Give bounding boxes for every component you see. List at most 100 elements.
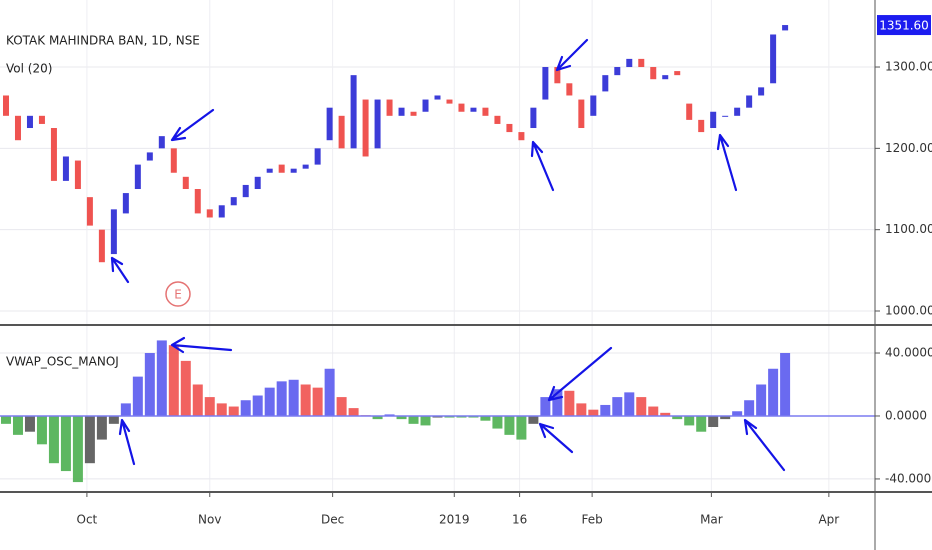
candle-body — [686, 103, 693, 120]
candle-body — [14, 115, 21, 141]
osc-bar — [576, 403, 587, 416]
annotations — [110, 38, 786, 472]
price-label: 1351.60 — [879, 19, 929, 33]
osc-bar — [720, 415, 731, 420]
y-tick-label: 1000.00 — [885, 304, 932, 318]
osc-bar — [432, 415, 443, 418]
osc-bar — [72, 415, 83, 483]
osc-bar — [372, 415, 383, 420]
osc-bar — [420, 415, 431, 426]
y-tick-label: 40.0000 — [885, 346, 932, 360]
candle-body — [506, 123, 513, 133]
candle-body — [746, 95, 753, 108]
osc-bar — [528, 415, 539, 424]
candle-body — [290, 168, 297, 173]
osc-bar — [708, 415, 719, 427]
candle-body — [386, 99, 393, 116]
osc-bar — [660, 412, 671, 416]
candle-body — [2, 95, 9, 116]
osc-bar — [300, 384, 311, 416]
candle-body — [482, 107, 489, 116]
osc-bar — [588, 409, 599, 416]
candle-body — [194, 189, 201, 214]
earnings-marker[interactable]: E — [165, 281, 191, 307]
arrow — [538, 422, 574, 454]
candle-body — [338, 115, 345, 149]
osc-bar — [276, 381, 287, 416]
candle-body — [242, 184, 249, 198]
candle-body — [638, 58, 645, 68]
candle-body — [146, 152, 153, 161]
x-tick-label: Dec — [321, 513, 344, 527]
arrow — [530, 140, 555, 192]
osc-bar — [120, 403, 131, 416]
arrow — [118, 418, 136, 466]
osc-bar — [456, 415, 467, 418]
osc-bar — [84, 415, 95, 464]
x-tick-label: Mar — [700, 513, 723, 527]
candle-body — [398, 107, 405, 116]
y-tick-label: 1200.00 — [885, 141, 932, 155]
osc-bar — [336, 397, 347, 416]
candle-body — [650, 67, 657, 80]
osc-bar — [24, 415, 35, 432]
candle-body — [26, 115, 33, 129]
x-tick-label: 2019 — [439, 513, 470, 527]
candle-body — [542, 67, 549, 100]
candle-body — [710, 111, 717, 129]
y-tick-label: 1100.00 — [885, 222, 932, 236]
candle-body — [110, 209, 117, 255]
y-tick-label: -40.0000 — [885, 471, 932, 485]
candle-body — [98, 229, 105, 263]
chart-title: KOTAK MAHINDRA BAN, 1D, NSE — [6, 34, 200, 48]
candle-body — [566, 83, 573, 96]
candle-body — [278, 164, 285, 173]
candle-body — [374, 99, 381, 149]
candle-body — [122, 193, 129, 214]
earnings-text: E — [174, 288, 182, 302]
arrow — [716, 133, 738, 192]
osc-bar — [132, 376, 143, 416]
x-tick-label: Apr — [818, 513, 839, 527]
candle-body — [662, 75, 669, 80]
candle-body — [254, 176, 261, 190]
osc-bar — [768, 368, 779, 416]
osc-bar — [156, 340, 167, 416]
x-tick-label: Feb — [581, 513, 602, 527]
arrow — [170, 108, 215, 142]
osc-bar — [192, 384, 203, 416]
osc-bar — [696, 415, 707, 432]
candle-body — [50, 128, 57, 181]
candle-body — [230, 197, 237, 206]
osc-bar — [552, 389, 563, 416]
x-tick-label: Oct — [77, 513, 98, 527]
osc-bar — [756, 384, 767, 416]
osc-bar — [48, 415, 59, 464]
osc-bar — [732, 411, 743, 416]
candle-body — [722, 115, 729, 117]
candle-body — [206, 209, 213, 218]
candle-body — [494, 115, 501, 124]
candle-body — [74, 160, 81, 190]
x-tick-label: Nov — [198, 513, 221, 527]
y-tick-label: 1300.00 — [885, 60, 932, 74]
indicator-title: VWAP_OSC_MANOJ — [6, 355, 119, 369]
osc-bar — [492, 415, 503, 429]
candle-body — [698, 119, 705, 133]
osc-bar — [144, 353, 155, 416]
osc-bar — [480, 415, 491, 421]
arrow — [110, 256, 130, 284]
earnings-circle — [165, 281, 191, 307]
osc-bar — [168, 345, 179, 416]
candle-body — [770, 34, 777, 84]
osc-bar — [12, 415, 23, 435]
axes: 1000.00 1100.00 1200.00 1300.00 Oct Nov Dec 201… — [77, 15, 932, 527]
candle-body — [578, 99, 585, 129]
candle-body — [422, 99, 429, 112]
candle-body — [326, 107, 333, 141]
candle-body — [614, 67, 621, 76]
candle-body — [266, 168, 273, 173]
candle-body — [626, 58, 633, 68]
